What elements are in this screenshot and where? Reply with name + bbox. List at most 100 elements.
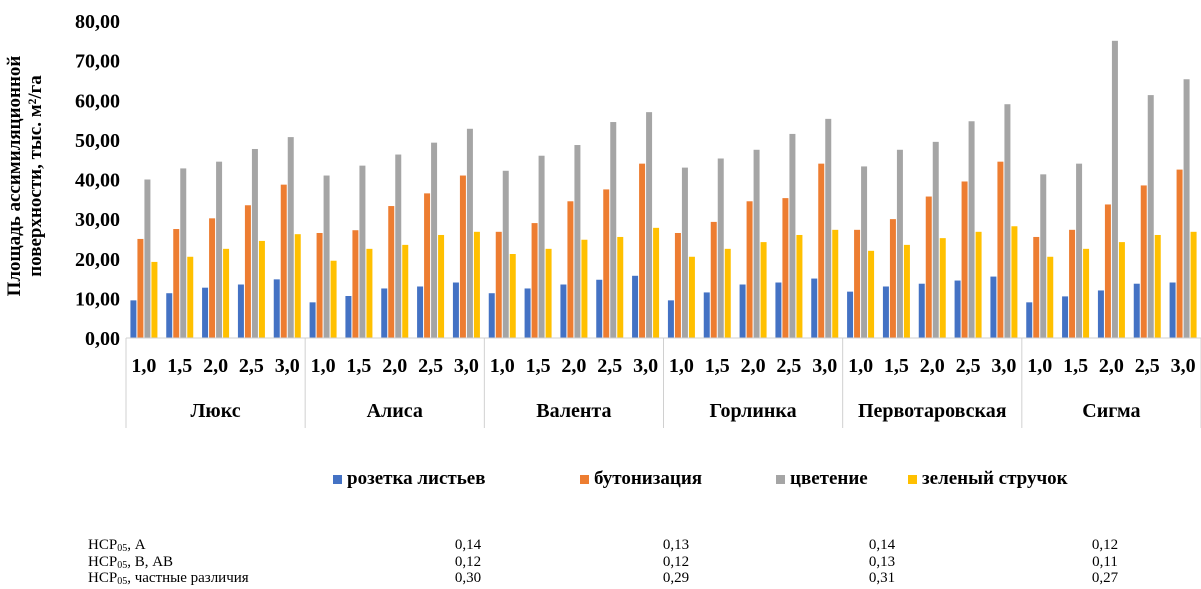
nsr-row: НСР05, А 0,14 0,13 0,14 0,12 xyxy=(62,537,1162,554)
nsr-sub: 05 xyxy=(117,559,128,571)
x-group-label: Валента xyxy=(536,400,611,422)
bar xyxy=(287,137,294,338)
bar xyxy=(746,201,753,338)
nsr-value: 0,12 xyxy=(454,553,482,570)
bar xyxy=(1076,163,1083,338)
bar xyxy=(818,163,825,338)
x-tick-label: 1,5 xyxy=(167,355,192,377)
bar xyxy=(309,302,316,338)
bar xyxy=(968,121,975,338)
legend-swatch xyxy=(776,474,785,484)
bar xyxy=(760,242,767,338)
bar xyxy=(459,175,466,338)
bar xyxy=(825,118,832,339)
nsr-row: НСР05, частные различия 0,30 0,29 0,31 0… xyxy=(62,570,1162,587)
bar xyxy=(173,229,180,338)
bar xyxy=(244,205,251,338)
bar xyxy=(538,155,545,338)
bar xyxy=(316,232,323,338)
bar xyxy=(417,286,424,338)
bar xyxy=(1140,185,1147,338)
y-tick-label: 0,00 xyxy=(85,328,120,350)
legend-label: зеленый стручок xyxy=(922,468,1068,489)
y-tick-label: 20,00 xyxy=(75,249,120,271)
x-tick-label: 1,0 xyxy=(131,355,156,377)
bar xyxy=(280,184,287,338)
bar xyxy=(202,287,209,338)
bar xyxy=(868,250,875,338)
x-tick-label: 1,0 xyxy=(848,355,873,377)
bar xyxy=(653,227,660,338)
x-group-label: Сигма xyxy=(1082,400,1140,422)
legend-item-flowering: цветение xyxy=(776,468,868,490)
bar xyxy=(639,163,646,338)
bar xyxy=(258,240,265,338)
bar xyxy=(1176,169,1183,338)
bar xyxy=(854,229,861,338)
bar xyxy=(1026,302,1033,338)
bar xyxy=(990,276,997,338)
bar xyxy=(1169,282,1176,338)
bar xyxy=(1118,242,1125,338)
nsr-row: НСР05, В, АВ 0,12 0,12 0,13 0,11 xyxy=(62,554,1162,571)
y-axis: 0,00 10,00 20,00 30,00 40,00 50,00 60,00 70,00 8… xyxy=(75,11,120,350)
bar xyxy=(223,248,230,338)
bar xyxy=(359,165,366,338)
x-group-label: Люкс xyxy=(191,400,241,422)
bar xyxy=(216,161,223,338)
x-tick-label: 1,5 xyxy=(1063,355,1088,377)
bar xyxy=(1062,296,1069,338)
x-tick-label: 2,0 xyxy=(203,355,228,377)
bar xyxy=(596,279,603,338)
nsr-value: 0,31 xyxy=(868,570,896,586)
legend-item-rosette: розетка листьев xyxy=(333,468,486,490)
nsr-value: 0,30 xyxy=(454,570,482,586)
x-tick-label: 2,5 xyxy=(239,355,264,377)
bar xyxy=(1133,283,1140,338)
bar xyxy=(775,282,782,338)
nsr-value: 0,29 xyxy=(662,570,690,586)
legend-swatch xyxy=(333,474,342,484)
x-tick-label: 1,5 xyxy=(884,355,909,377)
bar xyxy=(1097,290,1104,338)
nsr-suffix: , В, АВ xyxy=(127,553,174,570)
bar xyxy=(961,181,968,338)
nsr-value: 0,13 xyxy=(662,537,690,553)
bar xyxy=(330,260,337,338)
bar xyxy=(488,293,495,338)
bar xyxy=(209,218,216,338)
y-axis-title: Площадь ассимиляционной поверхности, тыс… xyxy=(4,26,46,326)
x-tick-label: 3,0 xyxy=(454,355,479,377)
nsr-value: 0,12 xyxy=(1091,537,1119,553)
x-tick-label: 3,0 xyxy=(991,355,1016,377)
bar xyxy=(832,229,839,338)
bar xyxy=(1069,229,1076,338)
bar xyxy=(381,288,388,338)
bar xyxy=(1011,226,1018,338)
x-tick-label: 2,0 xyxy=(920,355,945,377)
x-tick-label: 3,0 xyxy=(812,355,837,377)
nsr-label: НСР05, частные различия xyxy=(88,570,249,589)
bar xyxy=(237,284,244,338)
bar xyxy=(811,278,818,338)
nsr-value: 0,14 xyxy=(454,537,482,553)
bar xyxy=(1154,234,1161,338)
nsr-sub: 05 xyxy=(117,576,128,587)
nsr-value: 0,14 xyxy=(868,537,896,553)
nsr-value: 0,13 xyxy=(868,553,896,570)
legend-item-green-pod: зеленый стручок xyxy=(908,468,1068,490)
bar xyxy=(724,248,731,338)
x-tick-label: 3,0 xyxy=(275,355,300,377)
nsr-prefix: НСР xyxy=(88,537,118,553)
x-tick-label: 3,0 xyxy=(633,355,658,377)
x-group-label: Алиса xyxy=(367,400,423,422)
bar xyxy=(1147,95,1154,338)
nsr-prefix: НСР xyxy=(88,570,118,586)
bar xyxy=(466,128,473,338)
x-tick-label: 1,0 xyxy=(490,355,515,377)
bar xyxy=(717,158,724,338)
bar xyxy=(782,198,789,338)
bar xyxy=(187,256,194,338)
bar xyxy=(1004,104,1011,339)
legend-label: бутонизация xyxy=(594,468,703,489)
